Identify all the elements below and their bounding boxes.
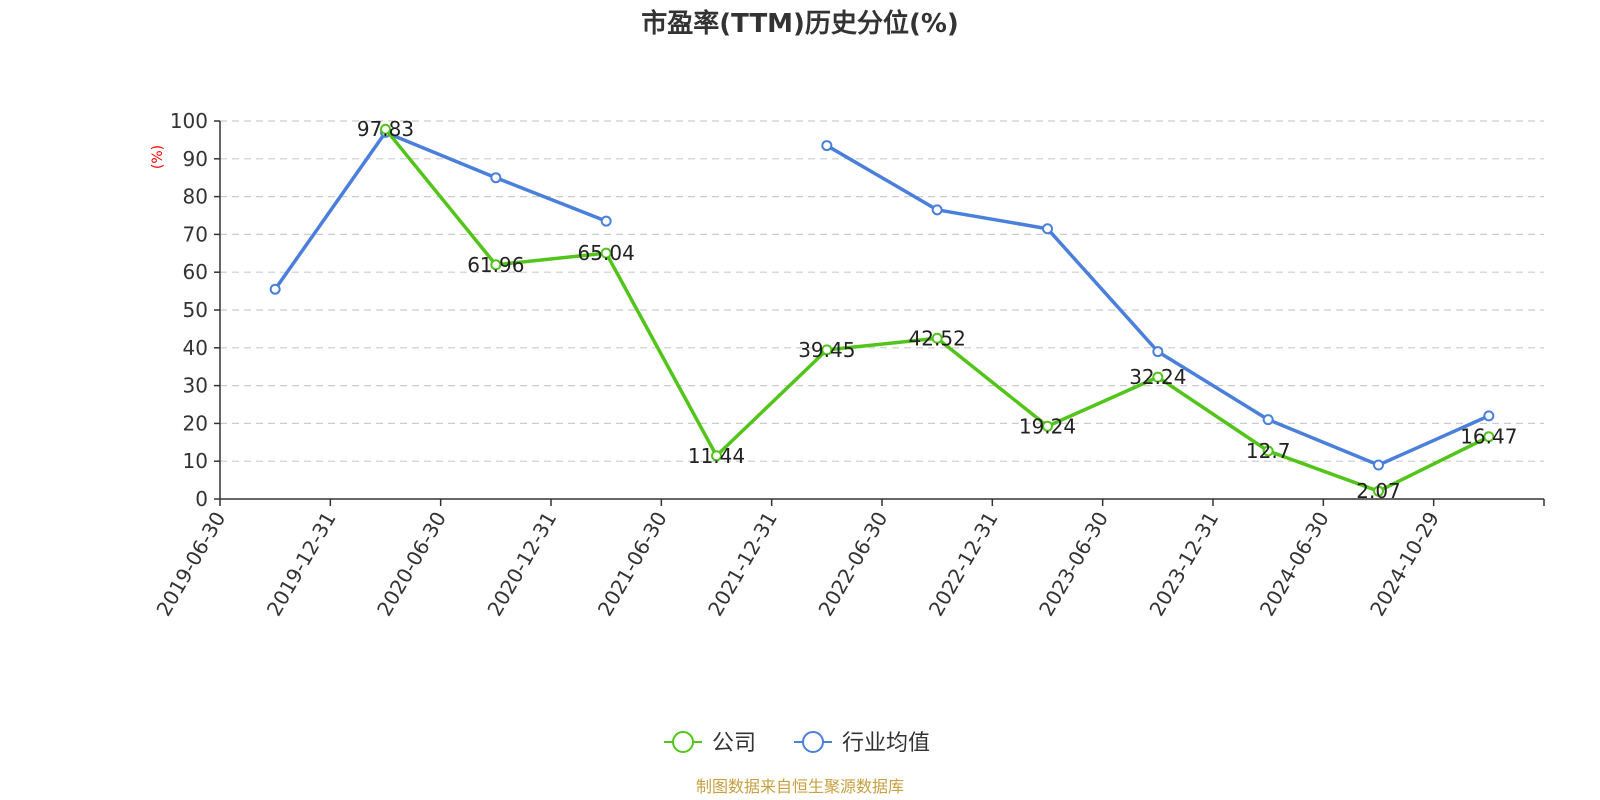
data-point xyxy=(821,344,833,356)
legend-item[interactable]: 行业均值 xyxy=(794,731,930,756)
x-tick-label: 2024-10-29 xyxy=(1365,508,1444,621)
data-label: 12.7 xyxy=(1246,439,1291,463)
x-tick-label: 2021-12-31 xyxy=(703,508,782,621)
x-tick-label: 2022-06-30 xyxy=(813,508,892,621)
data-point xyxy=(490,172,502,184)
legend-label: 公司 xyxy=(712,731,756,756)
data-point xyxy=(380,123,391,135)
data-point xyxy=(1152,346,1164,358)
data-label: 19.24 xyxy=(1019,414,1076,438)
data-point xyxy=(600,215,612,227)
data-point xyxy=(490,259,502,271)
data-labels: 97.83 61.96 65.04 11.44 39.45 42.52 19.24 32.24… xyxy=(357,117,1518,503)
x-tick-label: 2020-06-30 xyxy=(372,508,451,621)
x-tick-label: 2019-12-31 xyxy=(262,508,341,621)
series-line xyxy=(273,130,607,291)
legend[interactable]: 公司 行业均值 xyxy=(664,731,930,756)
y-tick-label: 10 xyxy=(183,449,208,473)
data-point xyxy=(600,247,612,259)
data-label: 65.04 xyxy=(578,241,635,265)
legend-circle-icon xyxy=(802,731,824,753)
legend-label: 行业均值 xyxy=(842,731,930,756)
data-point xyxy=(1042,420,1053,432)
legend-item[interactable]: 公司 xyxy=(664,731,756,756)
data-point xyxy=(711,450,722,462)
y-tick-label: 20 xyxy=(183,411,208,435)
grid xyxy=(220,120,1544,462)
data-point xyxy=(1373,459,1384,471)
y-tick-label: 30 xyxy=(183,374,208,398)
x-tick-label: 2022-12-31 xyxy=(924,508,1003,621)
y-tick-label: 40 xyxy=(183,336,208,360)
data-point xyxy=(1373,485,1384,497)
series-line xyxy=(825,144,1490,467)
y-tick-label: 50 xyxy=(183,298,208,322)
data-point xyxy=(931,204,943,216)
y-tick-label: 70 xyxy=(183,222,208,246)
x-tick-label: 2024-06-30 xyxy=(1255,508,1334,621)
y-axis-unit-label: (%) xyxy=(150,145,166,169)
data-label: 61.96 xyxy=(467,253,524,277)
x-tick-label: 2019-06-30 xyxy=(151,508,230,621)
y-tick-label: 90 xyxy=(183,147,208,171)
data-point xyxy=(1042,223,1053,235)
source-note: 制图数据来自恒生聚源数据库 xyxy=(696,777,904,796)
y-tick-label: 100 xyxy=(170,109,208,133)
data-label: 16.47 xyxy=(1460,425,1517,449)
x-tick-label: 2021-06-30 xyxy=(593,508,672,621)
data-point xyxy=(1483,431,1495,443)
data-label: 32.24 xyxy=(1129,365,1186,389)
data-label: 42.52 xyxy=(909,326,966,350)
data-label: 11.44 xyxy=(688,444,745,468)
data-point xyxy=(931,332,943,344)
chart-title: 市盈率(TTM)历史分位(%) xyxy=(641,8,959,39)
data-point xyxy=(1152,371,1164,383)
legend-circle-icon xyxy=(672,731,694,753)
x-tick-label: 2023-06-30 xyxy=(1034,508,1113,621)
data-point xyxy=(269,283,281,295)
x-tick-label: 2023-12-31 xyxy=(1144,508,1223,621)
y-tick-label: 80 xyxy=(183,185,208,209)
y-tick-label: 60 xyxy=(183,260,208,284)
data-point xyxy=(1262,414,1274,426)
data-label: 97.83 xyxy=(357,117,414,141)
data-point xyxy=(821,140,833,152)
series-layer xyxy=(269,123,1495,497)
data-point xyxy=(1262,445,1274,457)
x-tick-label: 2020-12-31 xyxy=(482,508,561,621)
axes: 0 10 20 30 40 50 60 70 80 90 100 2019-06-30 2019-12-… xyxy=(151,109,1545,621)
data-label: 39.45 xyxy=(798,338,855,362)
y-tick-label: 0 xyxy=(195,487,208,511)
data-point xyxy=(1483,410,1495,422)
data-label: 2.07 xyxy=(1356,479,1401,503)
